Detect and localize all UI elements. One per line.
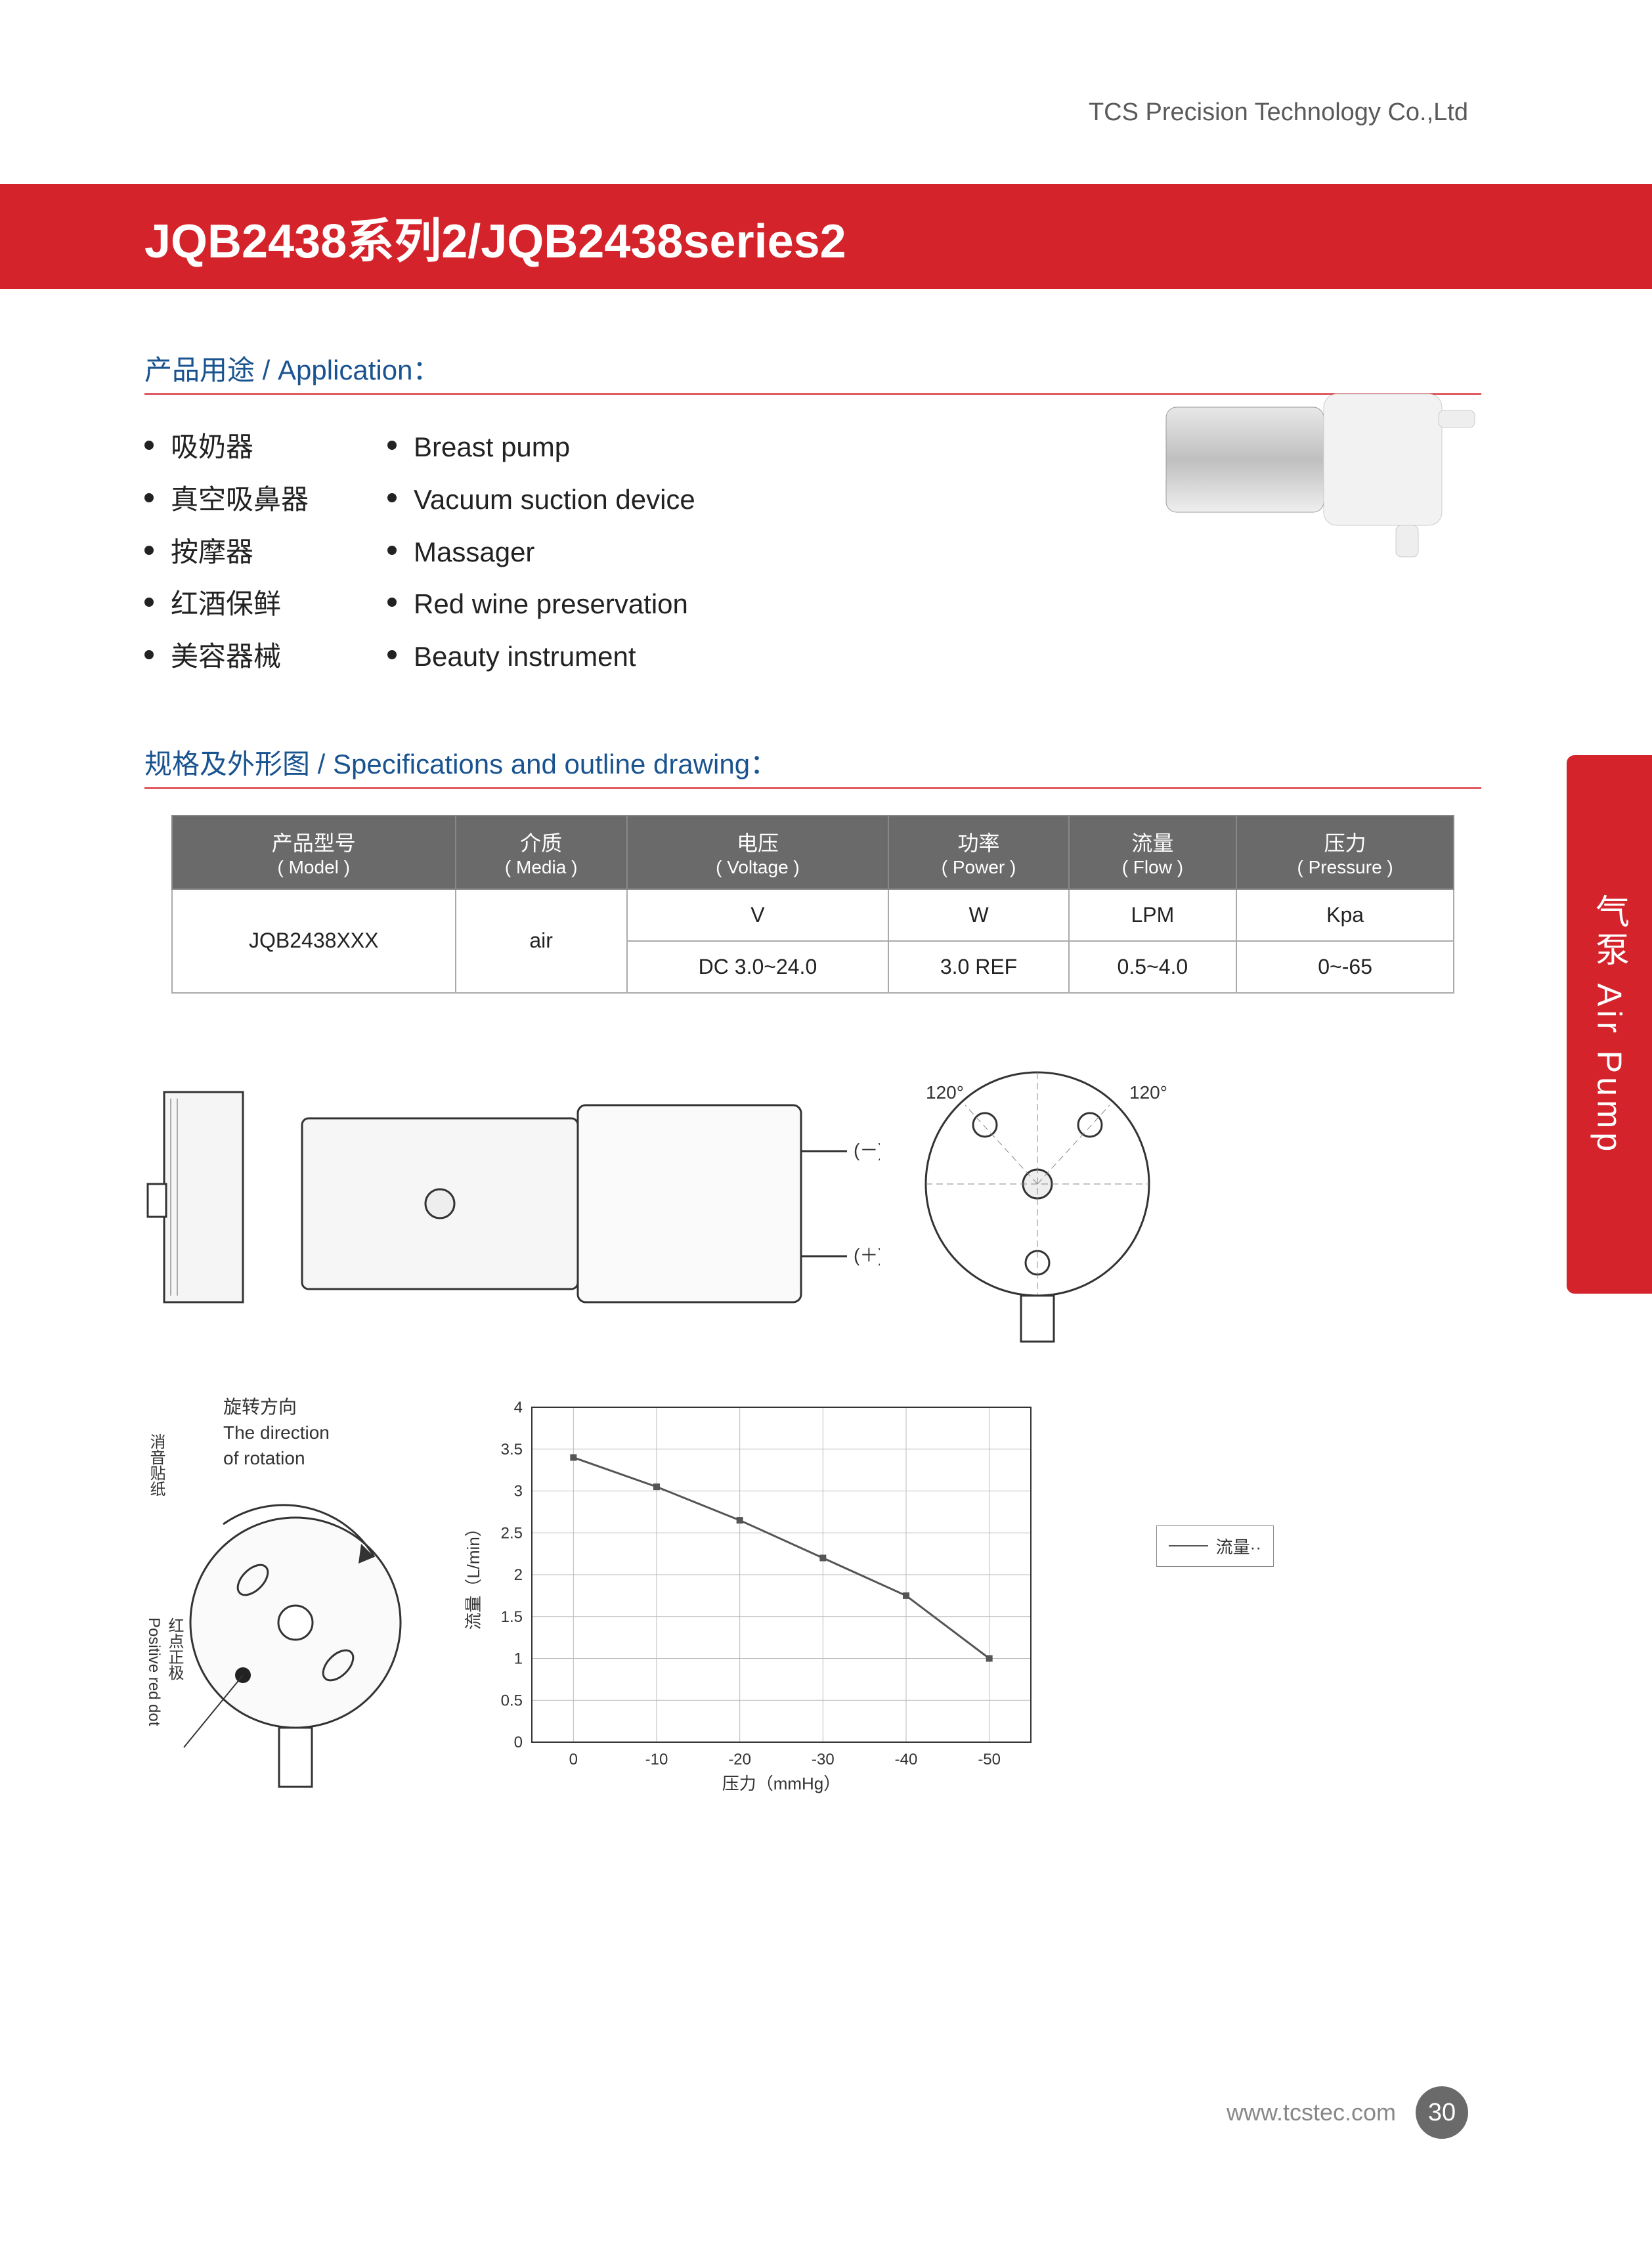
svg-text:0: 0 [514,1734,523,1751]
angle-left-label: 120° [926,1082,964,1103]
terminal-minus-label: (－) [854,1140,880,1160]
legend-line-icon [1169,1545,1208,1546]
rotation-en2-label: of rotation [223,1445,420,1471]
cell-unit: W [888,889,1068,941]
rotation-diagram: 旋转方向 The direction of rotation 消音贴纸 红点正极… [144,1394,420,1803]
terminal-plus-label: (＋) [854,1245,880,1265]
svg-text:4: 4 [514,1399,523,1416]
th-voltage: 电压( Voltage ) [627,816,889,889]
list-item: 真空吸鼻器 [144,473,309,526]
cell-media: air [456,889,627,993]
red-dot-cn-label: 红点正极 [163,1617,186,1726]
list-item: Vacuum suction device [387,473,695,526]
th-pressure: 压力( Pressure ) [1236,816,1454,889]
cell-value: 0.5~4.0 [1069,941,1236,993]
list-item: Massager [387,526,695,579]
chart-svg: 0 0.5 1 1.5 2 2.5 3 3.5 4 0 -10 -20 -30 -40 -50 流量（L/mi… [460,1394,1051,1801]
svg-text:1: 1 [514,1650,523,1667]
svg-text:-10: -10 [645,1751,668,1768]
table-row: JQB2438XXX air V W LPM Kpa [172,889,1454,941]
svg-text:-30: -30 [812,1751,835,1768]
page-number: 30 [1416,2086,1468,2139]
th-media: 介质( Media ) [456,816,627,889]
cell-unit: Kpa [1236,889,1454,941]
svg-text:3.5: 3.5 [501,1441,523,1458]
cell-value: 0~-65 [1236,941,1454,993]
page-footer: www.tcstec.com 30 [1227,2086,1468,2139]
category-side-tab: 气泵 Air Pump [1567,755,1652,1294]
cell-unit: LPM [1069,889,1236,941]
th-power: 功率( Power ) [888,816,1068,889]
outline-drawings: (－) (＋) 120° 120° [144,1046,1481,1348]
list-item: 红酒保鲜 [144,578,309,630]
specs-heading: 规格及外形图 / Specifications and outline draw… [144,742,1481,789]
applications-cn: 吸奶器 真空吸鼻器 按摩器 红酒保鲜 美容器械 [144,421,309,683]
svg-text:1.5: 1.5 [501,1608,523,1626]
list-item: Beauty instrument [387,630,695,683]
company-name: TCS Precision Technology Co.,Ltd [1089,99,1468,127]
drawing-front-icon [144,1066,263,1328]
flow-pressure-chart: 0 0.5 1 1.5 2 2.5 3 3.5 4 0 -10 -20 -30 -40 -50 流量（L/mi… [460,1394,1051,1805]
rotation-cn-label: 旋转方向 [223,1394,420,1420]
spec-table: 产品型号( Model ) 介质( Media ) 电压( Voltage ) … [171,815,1455,994]
chart-legend: 流量·· [1156,1525,1274,1567]
list-item: Breast pump [387,421,695,473]
list-item: 美容器械 [144,630,309,683]
cell-unit: V [627,889,889,941]
svg-text:3: 3 [514,1482,523,1500]
svg-text:-50: -50 [978,1751,1001,1768]
list-item: Red wine preservation [387,578,695,630]
svg-text:压力（mmHg）: 压力（mmHg） [722,1774,841,1793]
svg-text:2: 2 [514,1566,523,1584]
footer-url: www.tcstec.com [1227,2099,1396,2126]
svg-text:0.5: 0.5 [501,1692,523,1709]
cell-value: 3.0 REF [888,941,1068,993]
svg-text:-40: -40 [895,1751,918,1768]
cell-model: JQB2438XXX [172,889,456,993]
rotation-drawing-icon [144,1472,420,1800]
legend-label: 流量·· [1216,1534,1261,1558]
cell-value: DC 3.0~24.0 [627,941,889,993]
th-flow: 流量( Flow ) [1069,816,1236,889]
svg-text:-20: -20 [728,1751,751,1768]
drawing-side-icon: (－) (＋) [289,1066,880,1328]
table-header-row: 产品型号( Model ) 介质( Media ) 电压( Voltage ) … [172,816,1454,889]
angle-right-label: 120° [1129,1082,1167,1103]
drawing-end-icon: 120° 120° [906,1046,1195,1348]
product-photo [1140,348,1481,558]
svg-text:0: 0 [569,1751,578,1768]
list-item: 吸奶器 [144,421,309,473]
title-banner: JQB2438系列2/JQB2438series2 [0,184,1652,289]
svg-text:2.5: 2.5 [501,1524,523,1542]
mute-sticker-label: 消音贴纸 [144,1434,167,1497]
red-dot-en-label: Positive red dot [144,1617,163,1726]
svg-text:流量（L/min）: 流量（L/min） [464,1520,483,1630]
page-title: JQB2438系列2/JQB2438series2 [144,202,846,271]
list-item: 按摩器 [144,526,309,579]
applications-en: Breast pump Vacuum suction device Massag… [387,421,695,683]
rotation-en1-label: The direction [223,1420,420,1445]
th-model: 产品型号( Model ) [172,816,456,889]
